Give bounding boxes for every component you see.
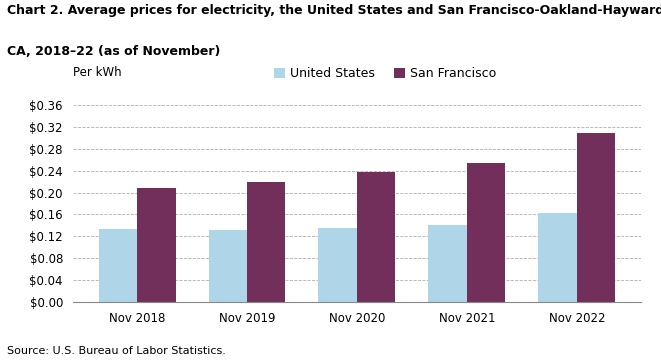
Bar xyxy=(137,188,176,302)
Text: CA, 2018–22 (as of November): CA, 2018–22 (as of November) xyxy=(7,45,220,58)
Bar xyxy=(577,133,615,302)
Text: Chart 2. Average prices for electricity, the United States and San Francisco-Oak: Chart 2. Average prices for electricity,… xyxy=(7,4,661,17)
Bar xyxy=(357,172,395,302)
Bar xyxy=(247,182,286,302)
Bar xyxy=(208,230,247,302)
Text: Source: U.S. Bureau of Labor Statistics.: Source: U.S. Bureau of Labor Statistics. xyxy=(7,346,225,356)
Text: Per kWh: Per kWh xyxy=(73,66,122,79)
Bar xyxy=(98,229,137,302)
Bar xyxy=(538,213,577,302)
Bar xyxy=(467,163,506,302)
Legend: United States, San Francisco: United States, San Francisco xyxy=(269,62,502,85)
Bar xyxy=(319,228,357,302)
Bar xyxy=(428,225,467,302)
